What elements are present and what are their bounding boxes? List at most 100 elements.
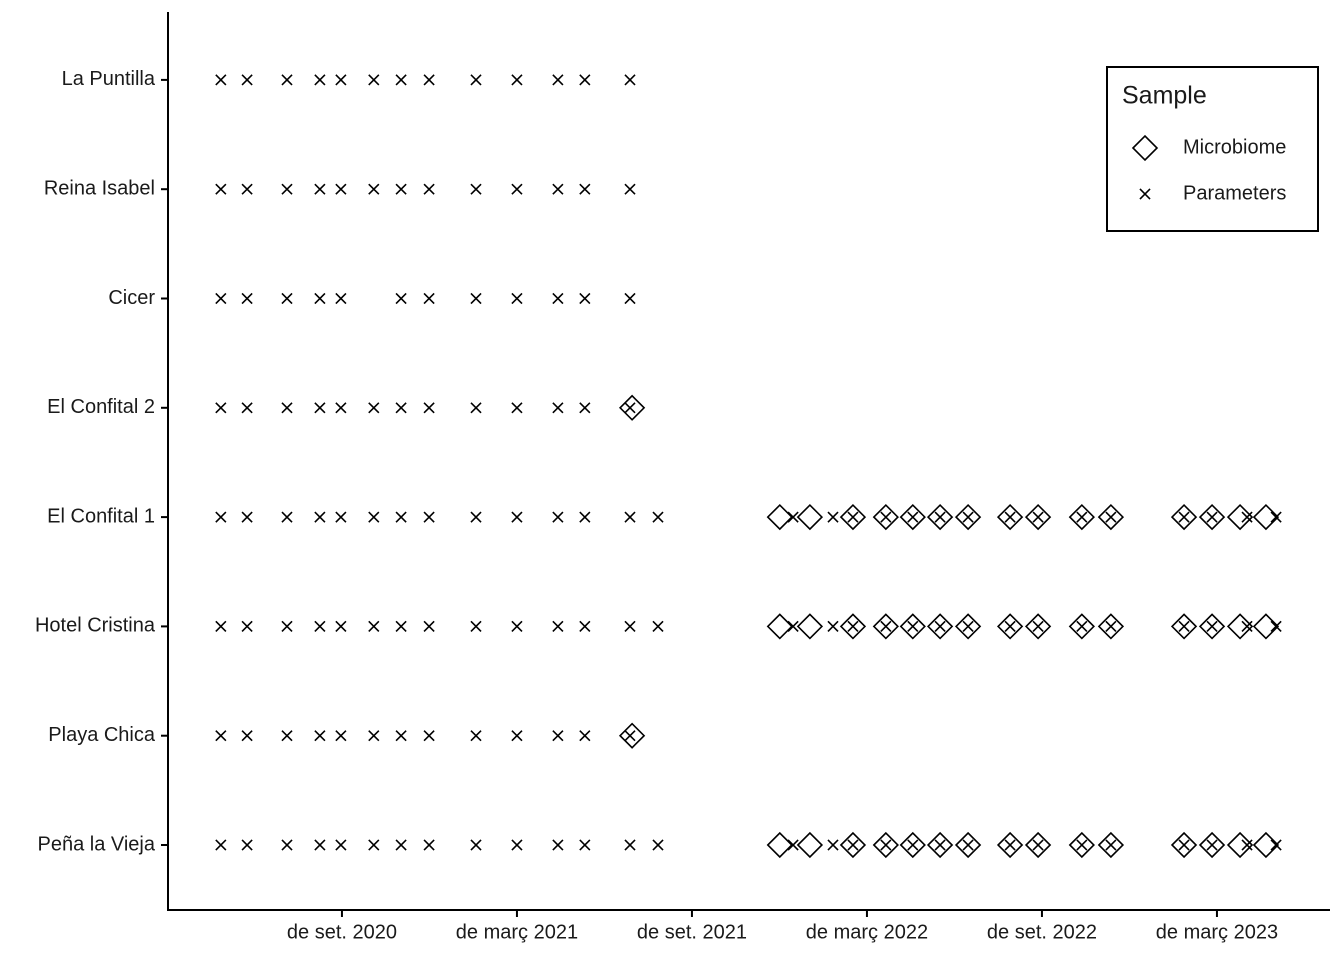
cross-marker: [579, 511, 591, 523]
cross-marker: [552, 839, 564, 851]
cross-marker: [423, 730, 435, 742]
cross-marker: [511, 839, 523, 851]
cross-marker: [368, 511, 380, 523]
cross-marker: [368, 74, 380, 86]
x-tick-label: de març 2023: [1156, 921, 1278, 943]
diamond-marker: [1097, 503, 1125, 531]
cross-marker: [624, 292, 636, 305]
cross-marker: [281, 511, 293, 523]
cross-marker: [511, 292, 523, 305]
cross-marker: [281, 292, 293, 305]
cross-marker: [511, 511, 523, 523]
cross-marker: [395, 730, 407, 742]
diamond-marker: [796, 831, 824, 859]
diamond-marker: [766, 613, 793, 640]
diamond-marker: [1226, 503, 1254, 531]
cross-marker: [215, 511, 227, 523]
x-tick-label: de març 2022: [806, 921, 928, 943]
diamond-marker: [839, 613, 867, 640]
cross-marker: [368, 730, 380, 742]
cross-marker: [652, 839, 664, 851]
cross-marker: [962, 839, 974, 851]
cross-marker: [241, 620, 253, 633]
cross-marker: [1076, 839, 1088, 851]
cross-marker: [827, 839, 839, 851]
diamond-marker: [1226, 831, 1254, 859]
cross-marker: [1105, 511, 1117, 523]
cross-marker: [215, 402, 227, 414]
cross-marker: [1105, 620, 1117, 633]
diamond-marker: [1024, 613, 1052, 640]
cross-marker: [1241, 620, 1253, 633]
diamond-marker: [872, 613, 899, 640]
diamond-marker: [839, 831, 867, 859]
diamond-marker: [766, 503, 793, 531]
diamond-marker: [899, 613, 926, 640]
diamond-marker: [1068, 831, 1095, 859]
cross-marker: [281, 730, 293, 742]
cross-marker: [1241, 511, 1253, 523]
cross-marker: [579, 730, 591, 742]
cross-marker: [579, 839, 591, 851]
y-tick-label: El Confital 1: [47, 505, 155, 527]
cross-marker: [624, 183, 636, 195]
diamond-marker: [1131, 134, 1159, 162]
cross-marker: [470, 74, 482, 86]
cross-marker: [470, 292, 482, 305]
cross-marker: [335, 839, 347, 851]
cross-marker: [215, 839, 227, 851]
cross-marker: [552, 292, 564, 305]
cross-marker: [241, 402, 253, 414]
cross-marker: [470, 620, 482, 633]
cross-marker: [423, 511, 435, 523]
diamond-marker: [926, 831, 954, 859]
diamond-marker: [1252, 831, 1280, 859]
x-tick-label: de març 2021: [456, 921, 578, 943]
cross-marker: [1032, 511, 1044, 523]
cross-marker: [1032, 620, 1044, 633]
diamond-marker: [1252, 613, 1280, 640]
y-tick-label: Cicer: [108, 287, 155, 309]
cross-marker: [335, 511, 347, 523]
cross-marker: [1270, 839, 1282, 851]
cross-marker: [470, 402, 482, 414]
x-tick-label: de set. 2020: [287, 921, 397, 943]
cross-marker: [511, 402, 523, 414]
cross-marker: [880, 511, 892, 523]
cross-marker: [552, 183, 564, 195]
cross-marker: [579, 292, 591, 305]
cross-marker: [423, 183, 435, 195]
diamond-marker: [1198, 503, 1226, 531]
cross-marker: [624, 839, 636, 851]
cross-marker: [314, 839, 326, 851]
cross-marker: [880, 620, 892, 633]
cross-marker: [1270, 620, 1282, 633]
cross-marker: [652, 620, 664, 633]
diamond-marker: [796, 613, 824, 640]
cross-marker: [624, 402, 636, 414]
cross-marker: [470, 183, 482, 195]
cross-marker: [215, 74, 227, 86]
diamond-marker: [996, 831, 1024, 859]
cross-marker: [847, 620, 859, 633]
diamond-marker: [1068, 613, 1095, 640]
diamond-marker: [954, 503, 982, 531]
diamond-marker: [954, 613, 982, 640]
cross-marker: [624, 74, 636, 86]
cross-marker: [1270, 511, 1282, 523]
cross-marker: [880, 839, 892, 851]
cross-marker: [1105, 839, 1117, 851]
y-tick-label: Playa Chica: [48, 724, 156, 746]
cross-marker: [787, 839, 799, 851]
cross-marker: [241, 74, 253, 86]
cross-marker: [314, 183, 326, 195]
cross-marker: [1004, 839, 1016, 851]
cross-marker: [624, 620, 636, 633]
cross-marker: [314, 620, 326, 633]
cross-marker: [395, 839, 407, 851]
cross-marker: [335, 292, 347, 305]
cross-marker: [624, 511, 636, 523]
cross-marker: [1178, 511, 1190, 523]
cross-marker: [579, 620, 591, 633]
